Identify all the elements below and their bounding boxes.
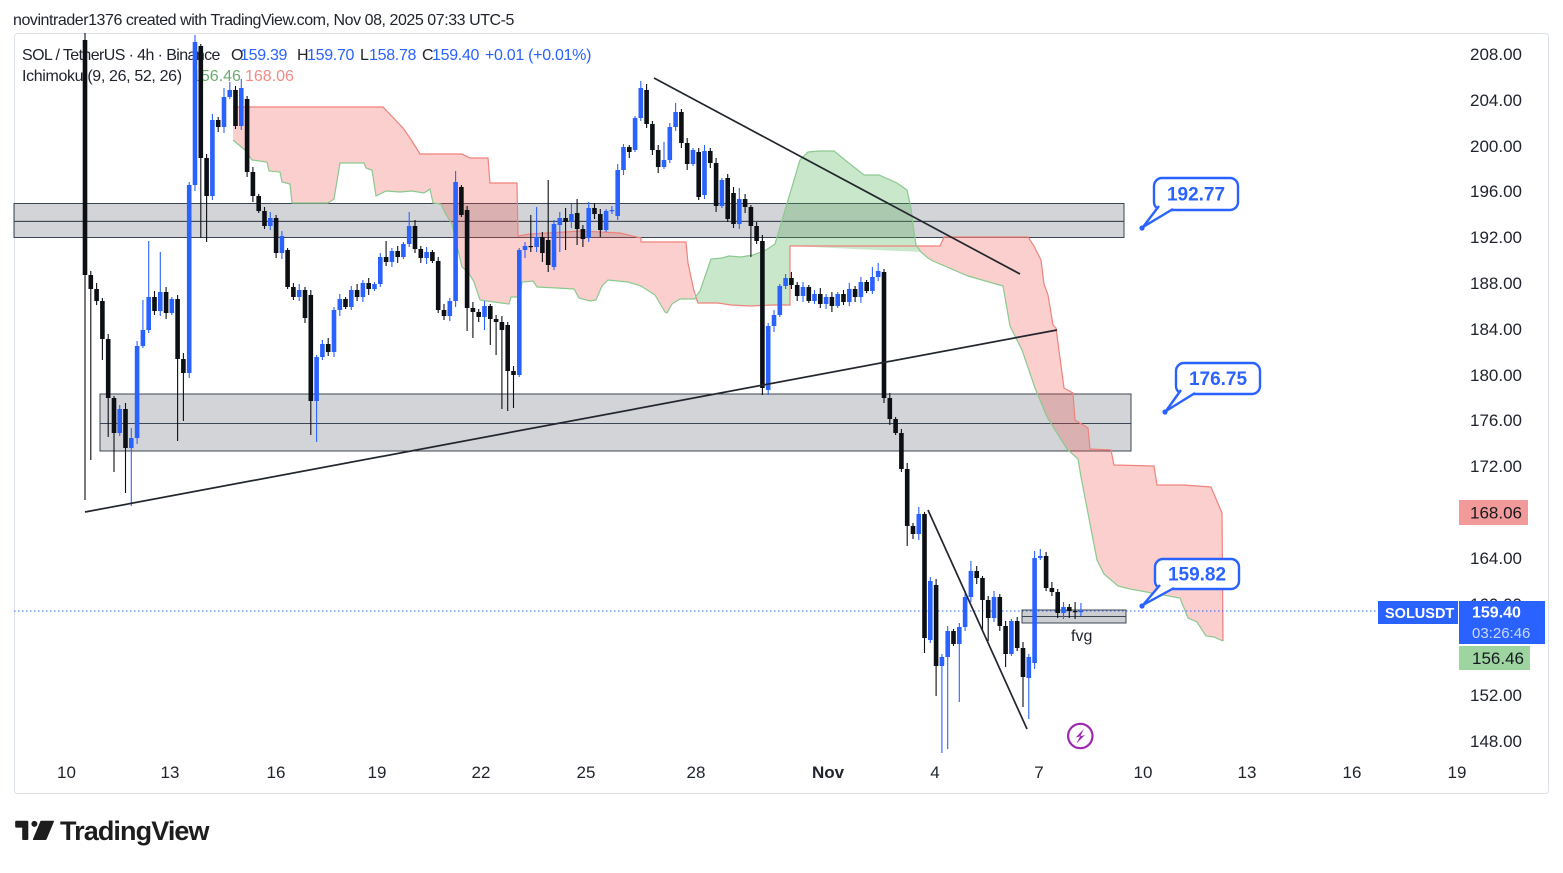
svg-text:180.00: 180.00 (1470, 366, 1522, 385)
svg-text:10: 10 (57, 763, 76, 782)
svg-text:SOL / TetherUS · 4h · Binance: SOL / TetherUS · 4h · Binance (22, 47, 221, 64)
svg-text:fvg: fvg (1071, 628, 1092, 645)
svg-text:192.00: 192.00 (1470, 228, 1522, 247)
svg-text:196.00: 196.00 (1470, 182, 1522, 201)
svg-text:192.77: 192.77 (1167, 185, 1225, 206)
svg-text:200.00: 200.00 (1470, 137, 1522, 156)
svg-text:159.82: 159.82 (1168, 565, 1226, 586)
svg-text:19: 19 (1448, 763, 1467, 782)
svg-text:16: 16 (1343, 763, 1362, 782)
svg-text:O: O (231, 47, 243, 64)
svg-text:158.78: 158.78 (369, 47, 417, 64)
svg-text:164.00: 164.00 (1470, 549, 1522, 568)
svg-text:156.46: 156.46 (192, 68, 241, 85)
svg-text:184.00: 184.00 (1470, 320, 1522, 339)
svg-text:7: 7 (1034, 763, 1043, 782)
svg-text:13: 13 (1238, 763, 1257, 782)
svg-text:159.40: 159.40 (1472, 605, 1521, 622)
svg-text:SOLUSDT: SOLUSDT (1385, 606, 1454, 622)
svg-text:168.06: 168.06 (245, 68, 294, 85)
svg-text:176.00: 176.00 (1470, 411, 1522, 430)
svg-text:H: H (297, 47, 308, 64)
svg-text:188.00: 188.00 (1470, 274, 1522, 293)
svg-text:156.46: 156.46 (1472, 649, 1524, 668)
svg-text:28: 28 (687, 763, 706, 782)
svg-text:C: C (422, 47, 433, 64)
svg-text:159.40: 159.40 (432, 47, 480, 64)
svg-text:Ichimoku (9, 26, 52, 26): Ichimoku (9, 26, 52, 26) (22, 68, 182, 85)
svg-text:19: 19 (368, 763, 387, 782)
svg-text:172.00: 172.00 (1470, 457, 1522, 476)
svg-text:+0.01 (+0.01%): +0.01 (+0.01%) (485, 47, 591, 64)
svg-text:208.00: 208.00 (1470, 45, 1522, 64)
svg-text:168.06: 168.06 (1470, 504, 1522, 523)
svg-text:TradingView: TradingView (60, 816, 211, 846)
svg-text:4: 4 (930, 763, 939, 782)
svg-text:204.00: 204.00 (1470, 91, 1522, 110)
svg-text:10: 10 (1134, 763, 1153, 782)
svg-text:25: 25 (577, 763, 596, 782)
svg-text:159.70: 159.70 (307, 47, 355, 64)
svg-text:16: 16 (267, 763, 286, 782)
svg-text:176.75: 176.75 (1189, 369, 1248, 390)
svg-text:03:26:46: 03:26:46 (1472, 625, 1530, 642)
svg-text:Nov: Nov (812, 763, 845, 782)
svg-text:148.00: 148.00 (1470, 732, 1522, 751)
svg-text:13: 13 (161, 763, 180, 782)
svg-text:novintrader1376 created with T: novintrader1376 created with TradingView… (13, 12, 515, 29)
svg-text:159.39: 159.39 (240, 47, 288, 64)
svg-text:22: 22 (472, 763, 491, 782)
svg-text:152.00: 152.00 (1470, 686, 1522, 705)
svg-text:L: L (360, 47, 369, 64)
